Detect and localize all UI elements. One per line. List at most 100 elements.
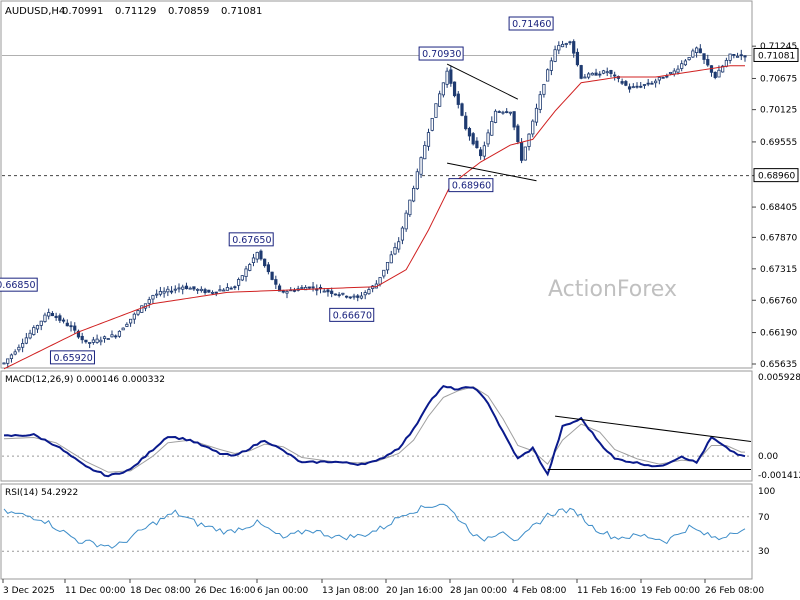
candle-body (106, 338, 110, 340)
candle-body (65, 322, 69, 327)
price-annotation-label: 0.66850 (0, 280, 36, 291)
candle-body (311, 286, 315, 289)
candle-body (259, 250, 263, 260)
candle-body (471, 133, 475, 145)
candle-body (99, 339, 103, 343)
candle-body (698, 48, 702, 54)
candle-body (132, 313, 136, 320)
price-annotation-box (448, 178, 494, 193)
candle-body (687, 57, 691, 61)
price-tick-label: 0.70675 (760, 74, 797, 84)
candle-body (102, 336, 107, 339)
candle-body (408, 199, 412, 216)
candle-body (657, 77, 661, 81)
price-annotation-box (418, 46, 464, 61)
candle-body (572, 41, 576, 54)
price-annotation-label: 0.66670 (333, 310, 372, 321)
candle-body (363, 292, 367, 296)
candle-body (598, 73, 602, 76)
candle-body (631, 86, 635, 89)
candle-body (169, 290, 174, 293)
candle-body (538, 94, 542, 110)
price-annotation-label: 0.68960 (452, 181, 491, 192)
macd-series-layer: 0.005928 0.00 -0.001412 (2, 373, 800, 481)
candle-body (382, 269, 386, 277)
candle-body (192, 286, 196, 290)
candle-body (587, 73, 591, 78)
candle-body (694, 47, 699, 53)
candle-body (32, 327, 36, 335)
candle-body (248, 264, 252, 271)
price-panel (0, 0, 753, 369)
candle-body (594, 72, 598, 76)
candle-body (58, 315, 62, 321)
candle-body (43, 314, 47, 322)
price-tick-label: 0.69555 (760, 138, 797, 148)
candle-body (613, 74, 617, 77)
candle-body (564, 43, 568, 45)
time-tick-label: 13 Jan 08:00 (322, 586, 379, 596)
time-tick-label: 11 Dec 00:00 (65, 586, 126, 596)
candle-body (635, 85, 639, 88)
candle-body (244, 268, 248, 277)
candle-body (523, 146, 527, 161)
candle-body (281, 290, 285, 293)
candle-body (650, 82, 654, 85)
candle-body (76, 330, 81, 338)
macd-panel (0, 370, 753, 482)
candle-body (735, 55, 740, 58)
ohlc-close: 0.71081 (221, 6, 262, 17)
candle-body (73, 325, 77, 331)
candle-body (642, 84, 647, 86)
candle-body (531, 120, 535, 135)
candle-body (423, 144, 427, 160)
candle-body (95, 338, 99, 343)
time-tick-label: 11 Feb 16:00 (577, 586, 636, 596)
candle-body (542, 84, 546, 95)
candle-body (367, 289, 371, 295)
price-trendline (447, 162, 537, 182)
candle-body (434, 103, 438, 118)
rsi-line (3, 503, 746, 549)
candle-body (173, 288, 177, 291)
candle-body (307, 286, 311, 289)
candle-body (683, 60, 688, 66)
candle-body (668, 72, 673, 75)
candle-body (620, 81, 624, 84)
candle-body (344, 295, 349, 298)
candle-body (590, 72, 594, 76)
candle-body (61, 319, 66, 322)
candle-body (80, 335, 84, 341)
candle-body (225, 287, 230, 291)
candle-body (196, 288, 200, 291)
watermark: ActionForex (548, 277, 677, 302)
candle-body (147, 299, 151, 304)
candle-body (17, 346, 21, 351)
candle-body (508, 111, 513, 114)
candle-body (415, 171, 419, 190)
candle-body (624, 81, 628, 86)
rsi-tick-label: 30 (758, 547, 770, 557)
time-tick-label: 28 Jan 00:00 (450, 586, 507, 596)
candle-body (575, 51, 580, 66)
candle-body (300, 287, 304, 289)
macd-tick-label: -0.001412 (758, 471, 800, 481)
candle-body (557, 45, 561, 51)
candle-body (706, 59, 710, 66)
candle-body (393, 247, 397, 255)
candle-body (486, 132, 490, 145)
time-tick-label: 26 Dec 16:00 (195, 586, 256, 596)
price-annotation-box (508, 16, 554, 31)
candle-body (203, 289, 207, 294)
price-annotation-box (329, 307, 375, 322)
candle-body (661, 76, 665, 79)
candle-body (516, 125, 520, 143)
candle-body (672, 70, 676, 75)
ohlc-low: 0.70859 (168, 6, 209, 17)
time-tick-label: 26 Feb 08:00 (705, 586, 764, 596)
candle-body (270, 271, 274, 280)
time-tick-label: 20 Jan 16:00 (386, 586, 443, 596)
candle-body (553, 49, 557, 62)
price-tick-label: 0.67870 (760, 233, 797, 243)
candle-body (490, 121, 494, 136)
